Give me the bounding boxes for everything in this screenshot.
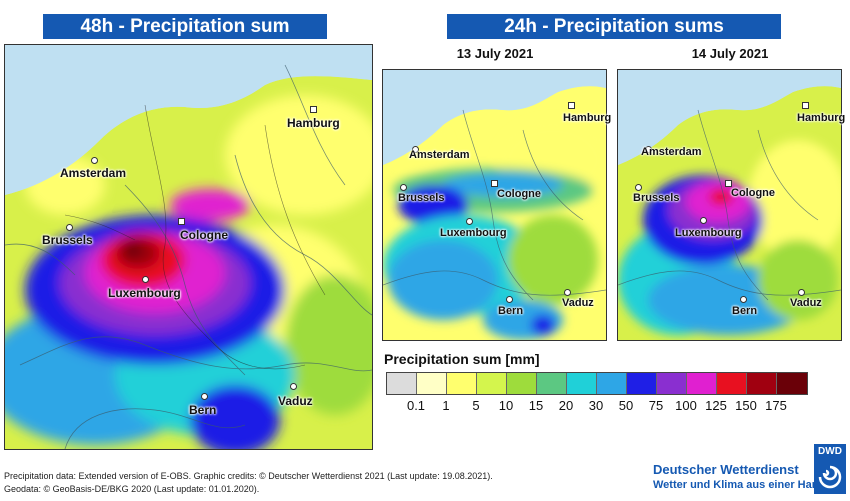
vaduz-marker-14 <box>798 289 805 296</box>
legend-tick-11: 150 <box>735 398 757 413</box>
legend-swatch-12 <box>747 373 777 394</box>
city-label-luxembourg-14: Luxembourg <box>675 227 742 239</box>
legend-tick-1: 1 <box>442 398 450 413</box>
title-24h: 24h - Precipitation sums <box>447 14 781 39</box>
brussels-marker-14 <box>635 184 642 191</box>
cologne-marker-13 <box>491 180 498 187</box>
legend-tick-7: 50 <box>618 398 634 413</box>
map-48h-graphic <box>5 45 372 449</box>
footer-geodata-credits: Geodata: © GeoBasis-DE/BKG 2020 (Last up… <box>4 484 260 494</box>
legend-swatch-8 <box>627 373 657 394</box>
legend-tick-5: 20 <box>558 398 574 413</box>
legend-swatch-5 <box>537 373 567 394</box>
cologne-marker-14 <box>725 180 732 187</box>
city-label-brussels-14: Brussels <box>633 192 680 204</box>
legend-swatch-0 <box>387 373 417 394</box>
dwd-logo-swirl-icon <box>818 465 842 489</box>
city-label-brussels: Brussels <box>42 233 93 247</box>
legend-tick-9: 100 <box>675 398 697 413</box>
bern-marker-14 <box>740 296 747 303</box>
legend-swatch-2 <box>447 373 477 394</box>
city-label-cologne-13: Cologne <box>497 188 541 200</box>
luxembourg-marker <box>142 276 149 283</box>
city-label-hamburg-14: Hamburg <box>797 112 846 124</box>
city-label-cologne: Cologne <box>180 228 228 242</box>
legend-swatch-7 <box>597 373 627 394</box>
dwd-logo-icon: DWD <box>814 444 846 494</box>
date-14-july: 14 July 2021 <box>691 46 769 61</box>
dwd-logo-text: DWD <box>818 446 842 457</box>
city-label-cologne-14: Cologne <box>731 187 775 199</box>
hamburg-marker-14 <box>802 102 809 109</box>
title-48h: 48h - Precipitation sum <box>43 14 327 39</box>
city-label-bern: Bern <box>189 403 217 417</box>
bern-marker <box>201 393 208 400</box>
legend-tick-3: 10 <box>498 398 514 413</box>
legend-tick-2: 5 <box>472 398 480 413</box>
city-label-brussels-13: Brussels <box>398 192 445 204</box>
amsterdam-marker-13 <box>412 146 419 153</box>
brussels-marker-13 <box>400 184 407 191</box>
legend-swatch-6 <box>567 373 597 394</box>
legend-tick-6: 30 <box>588 398 604 413</box>
legend-swatch-11 <box>717 373 747 394</box>
city-label-vaduz: Vaduz <box>278 394 313 408</box>
legend-swatch-10 <box>687 373 717 394</box>
map-14-july-graphic <box>618 70 841 340</box>
amsterdam-marker-14 <box>645 146 652 153</box>
legend-swatch-13 <box>777 373 807 394</box>
vaduz-marker <box>290 383 297 390</box>
map-14-july <box>617 69 842 341</box>
legend-swatch-4 <box>507 373 537 394</box>
legend-swatch-3 <box>477 373 507 394</box>
city-label-hamburg-13: Hamburg <box>563 112 612 124</box>
city-label-hamburg: Hamburg <box>287 116 340 130</box>
legend-color-scale <box>386 372 808 395</box>
date-13-july: 13 July 2021 <box>456 46 534 61</box>
brand-name: Deutscher Wetterdienst <box>653 462 799 477</box>
city-label-luxembourg: Luxembourg <box>108 286 181 300</box>
city-label-vaduz-13: Vaduz <box>562 297 594 309</box>
hamburg-marker-13 <box>568 102 575 109</box>
legend-tick-12: 175 <box>765 398 787 413</box>
legend-swatch-9 <box>657 373 687 394</box>
legend-tick-8: 75 <box>648 398 664 413</box>
legend-tick-10: 125 <box>705 398 727 413</box>
map-48h <box>4 44 373 450</box>
luxembourg-marker-14 <box>700 217 707 224</box>
amsterdam-marker <box>91 157 98 164</box>
vaduz-marker-13 <box>564 289 571 296</box>
city-label-amsterdam: Amsterdam <box>60 166 127 180</box>
city-label-vaduz-14: Vaduz <box>790 297 822 309</box>
bern-marker-13 <box>506 296 513 303</box>
hamburg-marker <box>310 106 317 113</box>
city-label-bern-13: Bern <box>498 305 524 317</box>
brussels-marker <box>66 224 73 231</box>
legend-tick-4: 15 <box>528 398 544 413</box>
city-label-amsterdam-13: Amsterdam <box>409 149 470 161</box>
city-label-amsterdam-14: Amsterdam <box>641 146 702 158</box>
city-label-bern-14: Bern <box>732 305 758 317</box>
footer-data-credits: Precipitation data: Extended version of … <box>4 471 493 481</box>
city-label-luxembourg-13: Luxembourg <box>440 227 507 239</box>
brand-tagline: Wetter und Klima aus einer Hand <box>653 479 826 491</box>
cologne-marker <box>178 218 185 225</box>
legend-tick-0: 0.1 <box>406 398 426 413</box>
legend-title: Precipitation sum [mm] <box>384 351 540 367</box>
luxembourg-marker-13 <box>466 218 473 225</box>
legend-swatch-1 <box>417 373 447 394</box>
